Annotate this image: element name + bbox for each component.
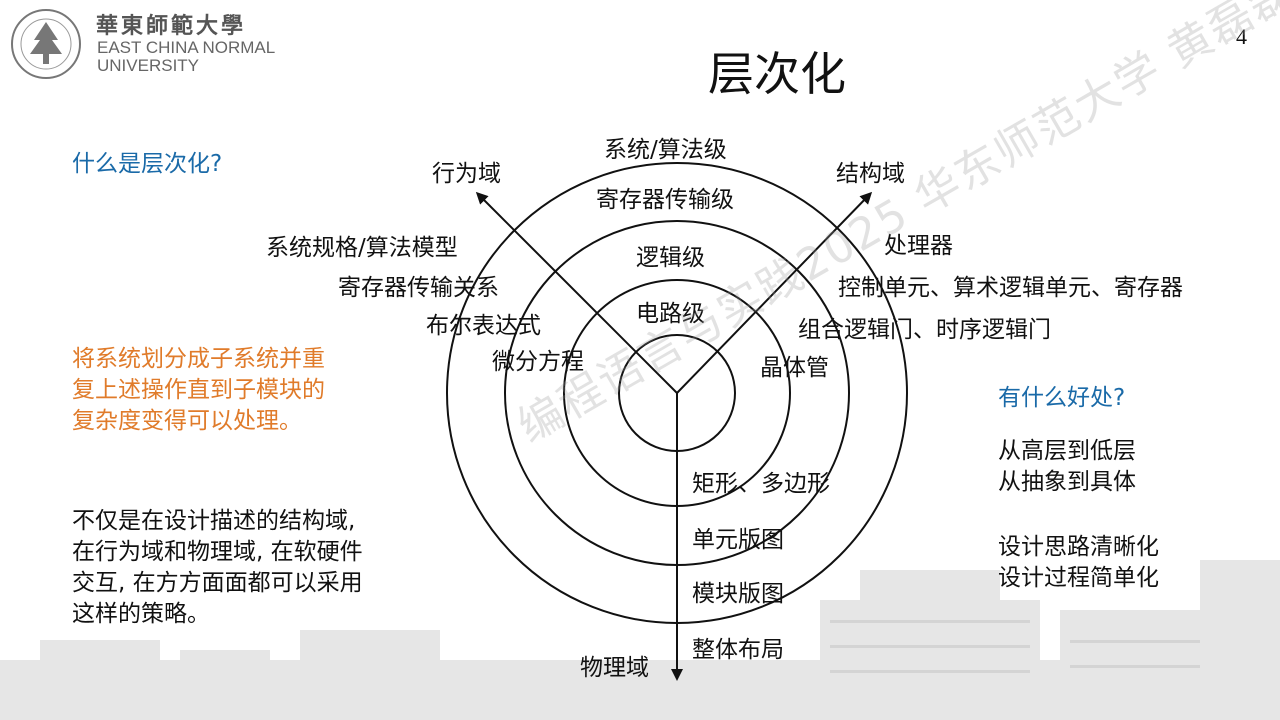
benefit-line: 设计思路清晰化 xyxy=(998,534,1159,560)
definition-line: 复杂度变得可以处理。 xyxy=(72,408,302,434)
logo-name-en-line1: EAST CHINA NORMAL xyxy=(97,38,276,57)
definition-text: 将系统划分成子系统并重 复上述操作直到子模块的 复杂度变得可以处理。 xyxy=(72,344,325,437)
physical-item-rtl: 模块版图 xyxy=(692,581,784,607)
level-label-rtl: 寄存器传输级 xyxy=(596,187,734,213)
logo-name-cn: 華東師範大學 xyxy=(96,13,247,39)
behavior-axis-arrow xyxy=(475,191,678,394)
structure-item-system: 处理器 xyxy=(884,233,953,259)
level-label-circuit: 电路级 xyxy=(636,301,705,327)
structure-axis-arrow xyxy=(676,191,873,394)
benefits-group-2: 设计思路清晰化 设计过程简单化 xyxy=(998,532,1159,594)
axis-label-behavior: 行为域 xyxy=(432,161,501,187)
note-text: 不仅是在设计描述的结构域, 在行为域和物理域, 在软硬件 交互, 在方方面面都可… xyxy=(72,506,363,630)
level-label-system: 系统/算法级 xyxy=(604,137,727,163)
page-title: 层次化 xyxy=(708,47,846,101)
page-number: 4 xyxy=(1236,24,1247,49)
note-line: 这样的策略。 xyxy=(72,601,210,627)
behavior-item-logic: 布尔表达式 xyxy=(426,313,541,339)
question-benefits: 有什么好处? xyxy=(998,385,1126,411)
benefit-line: 从高层到低层 xyxy=(998,438,1136,464)
behavior-item-circuit: 微分方程 xyxy=(492,349,584,375)
question-what: 什么是层次化? xyxy=(72,151,223,177)
behavior-item-rtl: 寄存器传输关系 xyxy=(338,275,499,301)
logo-name-en-line2: UNIVERSITY xyxy=(97,56,200,75)
axis-label-physical: 物理域 xyxy=(580,655,649,681)
benefit-line: 从抽象到具体 xyxy=(998,469,1136,495)
structure-item-circuit: 晶体管 xyxy=(760,355,829,381)
physical-item-logic: 单元版图 xyxy=(692,527,784,553)
level-label-logic: 逻辑级 xyxy=(636,245,705,271)
behavior-item-system: 系统规格/算法模型 xyxy=(266,235,458,261)
physical-item-system: 整体布局 xyxy=(692,637,784,663)
university-seal-logo xyxy=(11,9,81,79)
note-line: 不仅是在设计描述的结构域, xyxy=(72,508,356,534)
structure-item-rtl: 控制单元、算术逻辑单元、寄存器 xyxy=(838,275,1183,301)
structure-item-logic: 组合逻辑门、时序逻辑门 xyxy=(798,317,1051,343)
benefit-line: 设计过程简单化 xyxy=(998,565,1159,591)
note-line: 在行为域和物理域, 在软硬件 xyxy=(72,539,363,565)
definition-line: 复上述操作直到子模块的 xyxy=(72,377,325,403)
physical-item-circuit: 矩形、多边形 xyxy=(692,471,830,497)
note-line: 交互, 在方方面面都可以采用 xyxy=(72,570,363,596)
axis-label-structure: 结构域 xyxy=(836,161,905,187)
definition-line: 将系统划分成子系统并重 xyxy=(72,346,325,372)
benefits-group-1: 从高层到低层 从抽象到具体 xyxy=(998,436,1136,498)
